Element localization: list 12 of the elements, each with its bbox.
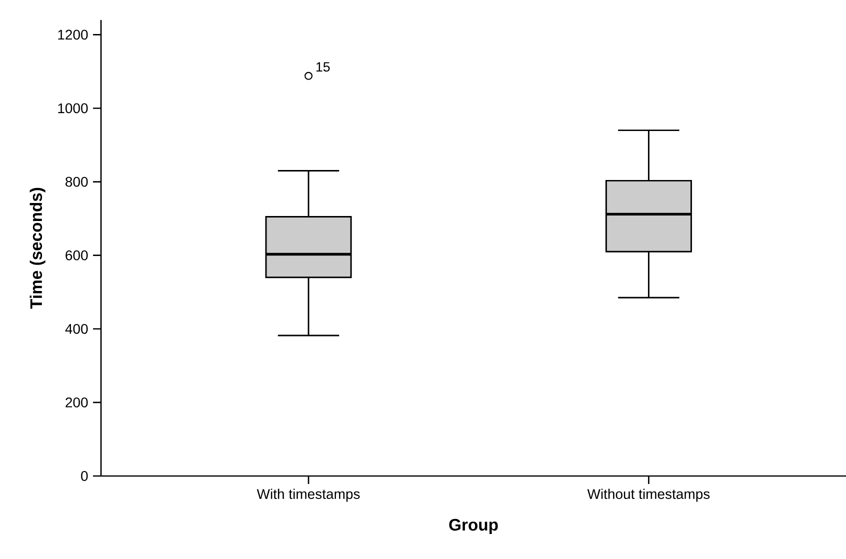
x-tick-label: With timestamps [256, 488, 360, 502]
y-tick-label: 600 [66, 250, 88, 260]
y-tick-label: 1200 [58, 30, 88, 40]
y-tick-label: 200 [66, 397, 88, 408]
x-axis-title: Group [449, 518, 498, 534]
y-tick-label: 1000 [58, 103, 88, 114]
x-tick-label: Without timestamps [587, 488, 710, 502]
annotation: 15 [316, 62, 330, 72]
y-tick-label: 800 [66, 176, 88, 187]
y-axis-title: Time (seconds) [30, 188, 46, 309]
y-tick-label: 400 [65, 324, 88, 334]
y-tick-label: 0 [81, 471, 88, 481]
